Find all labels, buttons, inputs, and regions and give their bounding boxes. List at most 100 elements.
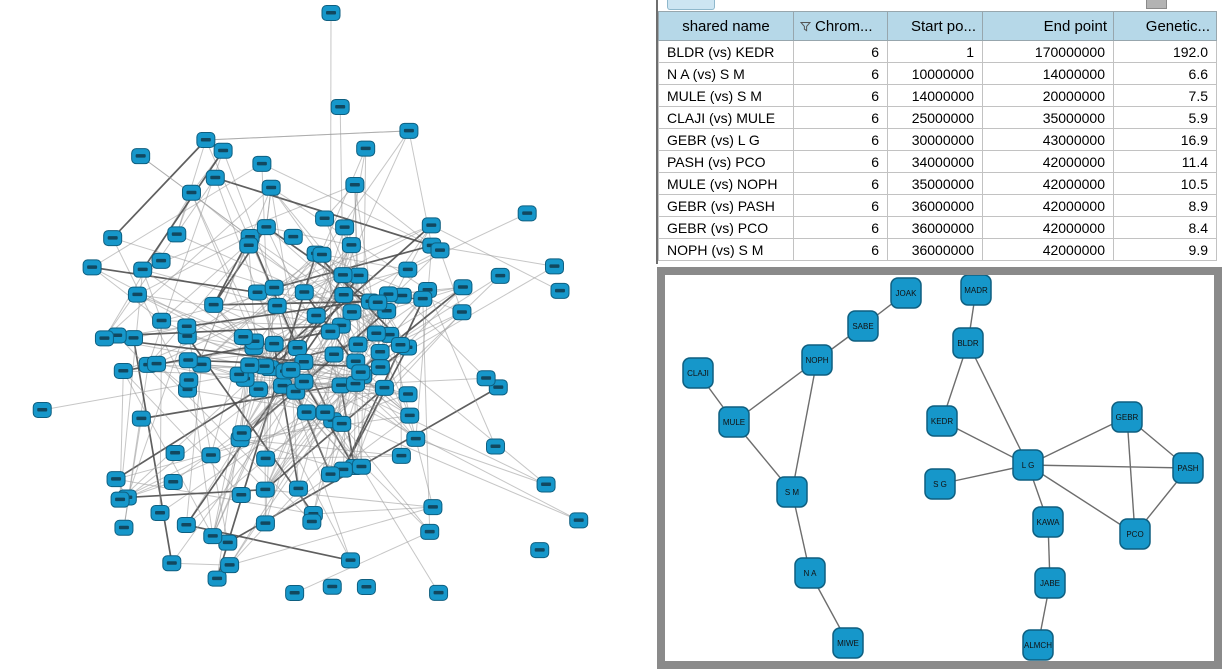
network-node[interactable]: [490, 267, 510, 284]
network-node[interactable]: [398, 261, 418, 278]
network-node[interactable]: [398, 386, 418, 403]
network-node[interactable]: [530, 542, 550, 559]
network-edge-GEBR-L G[interactable]: [1027, 416, 1128, 466]
node-PCO[interactable]: PCO: [1119, 518, 1151, 550]
network-edge[interactable]: [303, 244, 352, 293]
network-edge[interactable]: [313, 506, 433, 515]
network-node[interactable]: [322, 578, 342, 595]
network-edge[interactable]: [303, 148, 367, 293]
network-node[interactable]: [294, 373, 314, 390]
network-node[interactable]: [203, 528, 223, 545]
network-edge[interactable]: [42, 374, 240, 411]
network-node[interactable]: [252, 155, 272, 172]
network-node[interactable]: [231, 486, 251, 503]
network-node[interactable]: [544, 258, 564, 275]
network-edge[interactable]: [212, 385, 283, 537]
network-edge[interactable]: [239, 438, 344, 471]
network-edge[interactable]: [191, 192, 255, 342]
network-node[interactable]: [165, 444, 185, 461]
node-KEDR[interactable]: KEDR: [926, 405, 958, 437]
network-node[interactable]: [366, 325, 386, 342]
network-node[interactable]: [204, 296, 224, 313]
network-edge[interactable]: [126, 326, 188, 498]
network-node[interactable]: [486, 438, 506, 455]
network-node[interactable]: [285, 585, 305, 602]
network-node[interactable]: [391, 447, 411, 464]
network-edge[interactable]: [401, 295, 487, 379]
network-node[interactable]: [536, 476, 556, 493]
network-node[interactable]: [517, 205, 537, 222]
node-NOPH[interactable]: NOPH: [801, 344, 833, 376]
network-edge[interactable]: [266, 226, 401, 346]
network-edge[interactable]: [176, 233, 353, 313]
network-node[interactable]: [82, 259, 102, 276]
network-node[interactable]: [113, 363, 133, 380]
network-node[interactable]: [249, 381, 269, 398]
network-node[interactable]: [288, 340, 308, 357]
network-edge[interactable]: [142, 269, 244, 338]
node-L-G[interactable]: L G: [1012, 449, 1044, 481]
network-node[interactable]: [255, 515, 275, 532]
network-node[interactable]: [341, 237, 361, 254]
subnetwork-panel[interactable]: JOAK MADR SABE BLDR NOPH CLAJI GEBR KEDR MULE L G…: [657, 267, 1222, 669]
network-node[interactable]: [399, 122, 419, 139]
network-edge[interactable]: [229, 412, 326, 566]
network-node[interactable]: [178, 352, 198, 369]
network-edge[interactable]: [91, 163, 263, 268]
network-edge[interactable]: [261, 163, 432, 247]
subnetwork-canvas[interactable]: JOAK MADR SABE BLDR NOPH CLAJI GEBR KEDR MULE L G…: [665, 275, 1214, 661]
network-edge[interactable]: [274, 224, 432, 289]
network-edge[interactable]: [119, 438, 241, 501]
network-node[interactable]: [103, 230, 123, 247]
network-node[interactable]: [302, 513, 322, 530]
network-edge[interactable]: [229, 372, 362, 566]
network-node[interactable]: [94, 330, 114, 347]
network-edge[interactable]: [361, 466, 439, 594]
network-node[interactable]: [333, 267, 353, 284]
node-KAWA[interactable]: KAWA: [1032, 506, 1064, 538]
network-node[interactable]: [261, 179, 281, 196]
network-edge[interactable]: [119, 269, 144, 500]
network-edge[interactable]: [241, 325, 342, 434]
network-node[interactable]: [420, 523, 440, 540]
node-ALMCH[interactable]: ALMCH: [1022, 629, 1054, 661]
network-node[interactable]: [162, 555, 182, 572]
network-node[interactable]: [133, 261, 153, 278]
network-edge[interactable]: [119, 366, 265, 501]
network-node[interactable]: [320, 323, 340, 340]
network-edge[interactable]: [407, 212, 528, 271]
network-edge[interactable]: [91, 266, 579, 521]
network-edge[interactable]: [229, 506, 434, 566]
network-node[interactable]: [315, 404, 335, 421]
network-node[interactable]: [127, 286, 147, 303]
network-node[interactable]: [288, 480, 308, 497]
network-node[interactable]: [255, 481, 275, 498]
node-MIWE[interactable]: MIWE: [832, 627, 864, 659]
network-edge[interactable]: [141, 384, 342, 420]
network-edge[interactable]: [264, 387, 385, 491]
column-header-shared-name[interactable]: shared name: [658, 11, 794, 41]
network-edge[interactable]: [265, 412, 326, 460]
network-edge[interactable]: [342, 148, 367, 276]
network-node[interactable]: [423, 499, 443, 516]
node-BLDR[interactable]: BLDR: [952, 327, 984, 359]
node-MULE[interactable]: MULE: [718, 406, 750, 438]
network-edge[interactable]: [240, 438, 402, 457]
network-node[interactable]: [413, 290, 433, 307]
network-edge-BLDR-L G[interactable]: [967, 342, 1029, 466]
table-row[interactable]: GEBR (vs) PASH 6 36000000 42000000 8.9: [658, 194, 1217, 217]
network-node[interactable]: [256, 219, 276, 236]
network-edge[interactable]: [340, 384, 417, 440]
network-edge[interactable]: [342, 289, 429, 470]
node-N-A[interactable]: N A: [794, 557, 826, 589]
node-GEBR[interactable]: GEBR: [1111, 401, 1143, 433]
network-edge[interactable]: [265, 455, 402, 460]
table-row[interactable]: CLAJI (vs) MULE 6 25000000 35000000 5.9: [658, 106, 1217, 129]
network-node[interactable]: [177, 318, 197, 335]
network-node[interactable]: [167, 226, 187, 243]
network-edge[interactable]: [115, 419, 333, 480]
network-node[interactable]: [283, 228, 303, 245]
column-header-end-point[interactable]: End point: [982, 11, 1114, 41]
network-node[interactable]: [248, 284, 268, 301]
tab-fragment[interactable]: [667, 0, 715, 10]
